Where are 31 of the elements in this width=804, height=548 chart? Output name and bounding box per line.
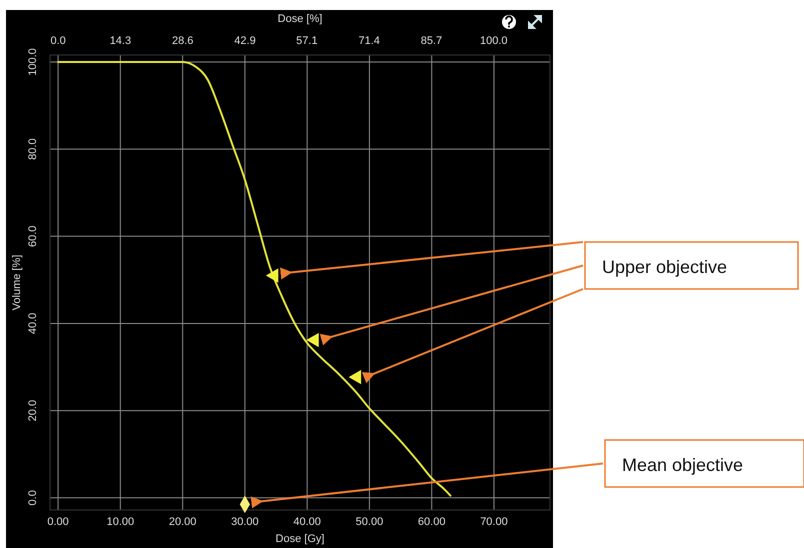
x2-tick-label: 42.9	[234, 35, 256, 47]
x2-tick-label: 28.6	[172, 35, 194, 47]
x-axis-title: Dose [Gy]	[276, 533, 324, 545]
x2-tick-label: 71.4	[358, 35, 380, 47]
y-tick-label: 60.0	[27, 226, 39, 248]
y-tick-label: 20.0	[27, 400, 39, 422]
x-tick-label: 20.00	[168, 516, 196, 528]
x2-tick-label: 100.0	[480, 35, 508, 47]
x2-tick-label: 85.7	[420, 35, 442, 47]
line-series	[57, 60, 452, 497]
point	[348, 370, 362, 384]
x-tick-label: 50.00	[356, 516, 384, 528]
y-axis-title: Volume [%]	[11, 254, 23, 310]
point	[306, 332, 319, 348]
y-tick-label: 100.0	[27, 48, 39, 76]
y-tick-label: 40.0	[27, 312, 39, 334]
x-tick-label: 70.00	[480, 516, 508, 528]
x-tick-label: 10.00	[106, 516, 134, 528]
x2-tick-label: 57.1	[296, 35, 318, 47]
x-tick-label: 30.00	[231, 516, 259, 528]
x-tick-label: 60.00	[418, 516, 446, 528]
text: Mean objective	[622, 455, 744, 475]
point	[266, 268, 278, 283]
x2-tick-label: 0.0	[50, 35, 66, 47]
x2-tick-label: 14.3	[110, 35, 132, 47]
y-tick-label: 80.0	[27, 138, 39, 160]
x-tick-label: 0.00	[47, 516, 69, 528]
y-tick-label: 0.0	[27, 490, 39, 506]
text: Upper objective	[602, 257, 728, 277]
x-tick-label: 40.00	[293, 516, 321, 528]
x2-axis-title: Dose [%]	[278, 13, 322, 25]
